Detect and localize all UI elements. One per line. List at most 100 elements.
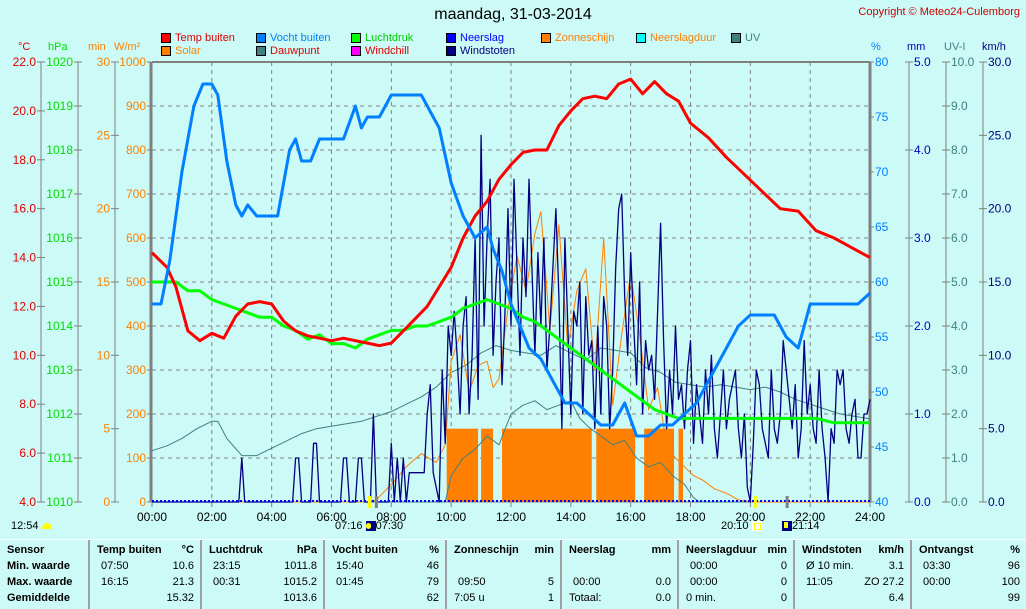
chart-title: maandag, 31-03-2014: [434, 6, 592, 23]
x-axis-tick-label: 24:00: [855, 510, 885, 524]
legend-swatch: [256, 33, 266, 43]
stats-time: 03:30: [923, 560, 951, 572]
legend-item-luchtdruk: Luchtdruk: [351, 32, 413, 44]
axis-tick-label-solar: 0: [139, 495, 146, 509]
stats-column-sensor: Sensor Min. waarde Max. waarde Gemiddelde: [0, 540, 88, 609]
x-axis-tick-label: 06:00: [316, 510, 346, 524]
stats-value: 0.0: [655, 592, 671, 604]
sun-icon: [41, 523, 52, 530]
axis-tick-label-pressure: 1014: [46, 319, 73, 333]
axis-tick-label-pressure: 1015: [46, 275, 73, 289]
axis-tick-label-wind: 10.0: [988, 348, 1012, 362]
axis-tick-label-uv: 1.0: [951, 451, 968, 465]
axis-tick-label-uv: 8.0: [951, 143, 968, 157]
stats-time: 16:15: [101, 576, 129, 588]
civil-dawn-time: 07:30: [375, 520, 404, 532]
axis-tick-label-temp: 4.0: [19, 495, 36, 509]
sunset-marker: 20:10: [721, 520, 762, 532]
stats-time: 00:00: [923, 576, 951, 588]
legend-item-vocht-buiten: Vocht buiten: [256, 32, 331, 44]
axis-tick-label-wind: 30.0: [988, 55, 1012, 69]
current-time: 12:54: [11, 520, 39, 532]
stats-value: 5: [547, 576, 554, 588]
axis-tick-label-humidity: 80: [875, 55, 889, 69]
weather-chart: 4.06.08.010.012.014.016.018.020.022.0101…: [13, 55, 1012, 524]
legend-swatch: [351, 46, 361, 56]
axis-tick-label-solar: 900: [126, 99, 146, 113]
stats-header: Vocht buiten: [332, 544, 398, 556]
moon-icon: [782, 521, 792, 532]
stats-unit: %: [429, 544, 439, 556]
legend-item-solar: Solar: [161, 45, 201, 57]
dusk-marker: 21:14: [782, 520, 820, 532]
axis-tick-label-uv: 6.0: [951, 231, 968, 245]
series-line-luchtdruk: [152, 280, 870, 425]
stats-unit: mm: [651, 544, 671, 556]
legend-label: Windchill: [365, 45, 410, 57]
legend-swatch: [351, 33, 361, 43]
axis-tick-label-rain: 4.0: [914, 143, 931, 157]
sunshine-bar: [596, 428, 636, 502]
x-axis-tick-label: 12:00: [496, 510, 526, 524]
axis-unit-wind: km/h: [982, 41, 1006, 53]
axis-tick-label-solar: 500: [126, 275, 146, 289]
x-axis-tick-label: 04:00: [257, 510, 287, 524]
stats-column-temp-buiten: Temp buiten °C 07:50 10.6 16:15 21.3 15.32: [88, 540, 202, 609]
stats-time: 7:05 u: [454, 592, 485, 604]
stats-column-vocht-buiten: Vocht buiten% 15:40 46 01:45 79 62: [323, 540, 447, 609]
axis-tick-label-uv: 10.0: [951, 55, 975, 69]
axis-unit-uv: UV-I: [944, 41, 966, 53]
stats-value: 99: [1007, 592, 1020, 604]
axis-tick-label-wind: 5.0: [988, 422, 1005, 436]
axis-tick-label-pressure: 1019: [46, 99, 73, 113]
legend-item-neerslag: Neerslag: [446, 32, 504, 44]
axis-unit-rain: mm: [907, 41, 926, 53]
series-line-uv: [152, 400, 870, 503]
stats-header: Windstoten: [802, 544, 862, 556]
stats-value: 0: [780, 592, 787, 604]
axis-tick-label-humidity: 40: [875, 495, 889, 509]
stats-unit: km/h: [878, 544, 904, 556]
legend-item-neerslagduur: Neerslagduur: [636, 32, 716, 44]
axis-tick-label-pressure: 1017: [46, 187, 73, 201]
axis-tick-label-pressure: 1013: [46, 363, 73, 377]
legend-swatch: [161, 33, 171, 43]
axis-tick-label-solar: 1000: [119, 55, 146, 69]
axis-tick-label-sunshine: 20: [97, 202, 111, 216]
stats-value: 10.6: [172, 560, 194, 572]
legend-label: Luchtdruk: [365, 32, 414, 44]
stats-header: Neerslag: [569, 544, 616, 556]
stats-value: 62: [426, 592, 439, 604]
legend-swatch: [446, 46, 456, 56]
stats-value: 79: [426, 576, 439, 588]
x-axis-tick-label: 10:00: [436, 510, 466, 524]
stats-header: Ontvangst: [919, 544, 974, 556]
stats-time: 15:40: [336, 560, 364, 572]
stats-unit: hPa: [296, 544, 317, 556]
axis-tick-label-pressure: 1018: [46, 143, 73, 157]
stats-header: Sensor: [7, 544, 45, 556]
axis-tick-label-pressure: 1016: [46, 231, 73, 245]
stats-value: 1013.6: [283, 592, 317, 604]
stats-time: 11:05: [806, 576, 833, 588]
axis-tick-label-pressure: 1020: [46, 55, 73, 69]
axis-tick-label-pressure: 1010: [46, 495, 73, 509]
stats-header: Temp buiten: [97, 544, 162, 556]
stats-row-label: Min. waarde: [7, 560, 70, 572]
stats-time: Ø 10 min.: [806, 560, 854, 572]
axis-tick-label-uv: 5.0: [951, 275, 968, 289]
axis-tick-label-uv: 7.0: [951, 187, 968, 201]
axis-tick-label-humidity: 75: [875, 110, 889, 124]
legend-label: Neerslagduur: [650, 32, 717, 44]
sunrise-time: 07:16: [335, 520, 363, 532]
stats-row-label: Gemiddelde: [7, 592, 70, 604]
stats-unit: min: [534, 544, 554, 556]
legend-swatch: [731, 33, 741, 43]
legend-item-temp-buiten: Temp buiten: [161, 32, 235, 44]
sunset-time: 20:10: [721, 520, 749, 532]
axis-tick-label-solar: 700: [126, 187, 146, 201]
axis-tick-label-sunshine: 15: [97, 275, 111, 289]
series-line-solar: [152, 211, 870, 503]
stats-value: 1: [547, 592, 554, 604]
legend-item-dauwpunt: Dauwpunt: [256, 45, 320, 57]
